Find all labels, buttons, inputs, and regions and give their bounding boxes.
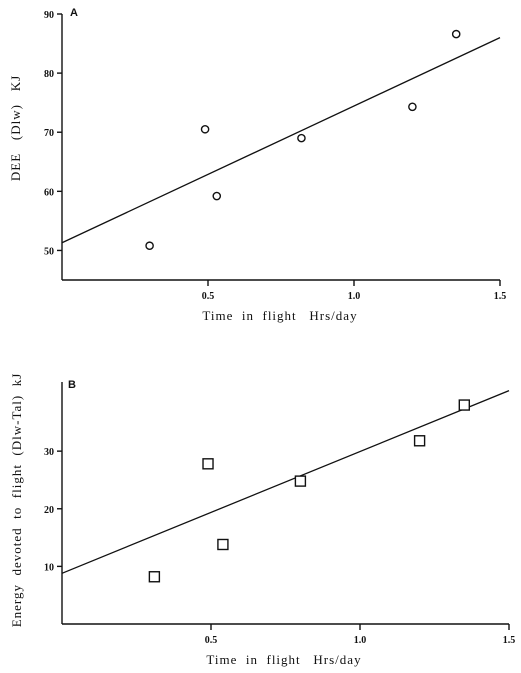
panel-b-data-point — [458, 399, 470, 411]
panel-b-data-point — [294, 475, 307, 487]
panel-a-x-axis-title: Time in flight Hrs/day — [202, 308, 357, 323]
panel-a-markers — [61, 29, 501, 251]
panel-a-chart: A 0.5 1.0 1.5 50 60 70 80 90 Time in flight Hrs… — [8, 7, 506, 323]
panel-b-y-tick-label: 20 — [44, 505, 54, 516]
panel-a-x-tick-label: 1.5 — [494, 291, 507, 302]
panel-b-x-axis-title: Time in flight Hrs/day — [206, 652, 361, 667]
panel-a-data-point — [145, 241, 154, 251]
panel-a-data-point — [408, 102, 417, 112]
panel-b-regression-line — [61, 390, 510, 574]
panel-a-y-tick-label: 50 — [44, 246, 54, 257]
panel-b-x-tick-label: 1.5 — [503, 635, 516, 646]
panel-a-y-tick-label: 90 — [44, 10, 54, 21]
panel-b-data-point — [217, 538, 229, 551]
panel-a-y-tick-label: 80 — [44, 69, 54, 80]
panel-a-y-tick-label: 60 — [44, 187, 54, 198]
panel-a-y-axis-title: DEE (Dlw) KJ — [8, 75, 23, 181]
panel-a-data-point — [451, 29, 461, 39]
panel-b-y-axis-title: Energy devoted to flight (Dlw-Tal) kJ — [9, 373, 24, 628]
panel-b-chart: B 0.5 1.0 1.5 10 20 30 Time in flight Hrs/day… — [9, 373, 515, 667]
panel-a-data-point — [297, 133, 306, 143]
panel-b-markers — [61, 390, 510, 583]
panel-a-tick-labels: 0.5 1.0 1.5 50 60 70 80 90 — [44, 10, 506, 302]
panel-a-data-point — [200, 124, 210, 134]
panel-a-x-tick-label: 0.5 — [202, 291, 215, 302]
panel-b-data-point — [148, 571, 161, 583]
panel-a-regression-line — [61, 37, 501, 244]
panel-b-x-tick-label: 1.0 — [354, 635, 367, 646]
panel-b-data-point — [413, 435, 426, 447]
panel-a-letter: A — [70, 7, 78, 19]
panel-b-x-tick-label: 0.5 — [205, 635, 218, 646]
panel-b-y-tick-label: 10 — [44, 562, 54, 573]
panel-b-ticks — [57, 450, 510, 630]
panel-a-x-tick-label: 1.0 — [348, 291, 361, 302]
panel-a-y-tick-label: 70 — [44, 128, 54, 139]
panel-b-y-tick-label: 30 — [44, 447, 54, 458]
panel-a-data-point — [212, 191, 222, 201]
panel-b-letter: B — [68, 379, 76, 391]
panel-b-data-point — [202, 458, 214, 470]
panel-a-ticks — [57, 13, 501, 286]
panel-b-tick-labels: 0.5 1.0 1.5 10 20 30 — [44, 447, 515, 646]
